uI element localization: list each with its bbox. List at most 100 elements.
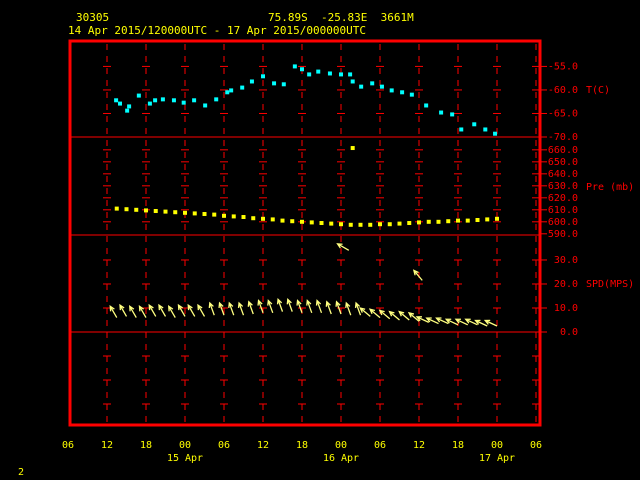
- point: [358, 222, 363, 227]
- y-tick-label: 600.0: [548, 217, 578, 228]
- point: [348, 222, 353, 227]
- y-tick-label: -65.0: [548, 108, 578, 119]
- arrow-shape: [425, 317, 439, 325]
- x-tick-label: 00: [491, 440, 503, 451]
- point: [125, 108, 130, 113]
- arrow-shape: [276, 297, 284, 312]
- x-tick-label: 18: [296, 440, 308, 451]
- wind-arrow: [354, 301, 362, 316]
- point: [350, 79, 355, 84]
- point: [300, 219, 304, 224]
- arrow-shape: [412, 269, 423, 281]
- point: [426, 219, 431, 224]
- station-id: 30305: [76, 11, 109, 24]
- point: [417, 220, 421, 225]
- wind-arrow: [286, 297, 293, 312]
- wind-arrow: [345, 301, 352, 316]
- point: [407, 221, 412, 226]
- y-tick-label: 650.0: [548, 157, 578, 168]
- arrow-shape: [359, 307, 371, 317]
- arrow-shape: [158, 303, 167, 317]
- x-tick-label: 12: [413, 440, 425, 451]
- point: [397, 221, 402, 226]
- point: [465, 218, 470, 223]
- point: [118, 101, 122, 106]
- point: [241, 215, 246, 220]
- y-tick-label: 30.0: [554, 255, 578, 266]
- x-tick-label: 00: [335, 440, 347, 451]
- x-tick-label: 06: [218, 440, 230, 451]
- point: [124, 207, 129, 212]
- arrow-shape: [483, 319, 498, 327]
- point: [327, 71, 332, 76]
- arrow-shape: [378, 309, 391, 320]
- wind-arrow: [368, 308, 381, 319]
- point: [270, 217, 275, 222]
- arrow-shape: [208, 301, 215, 316]
- wind-arrow: [336, 243, 350, 251]
- wind-arrow: [119, 303, 128, 317]
- x-tick-label: 18: [452, 440, 464, 451]
- arrow-shape: [286, 297, 293, 312]
- arrow-shape: [228, 301, 235, 316]
- point: [229, 88, 234, 93]
- point: [459, 127, 464, 132]
- arrow-shape: [435, 317, 449, 325]
- y-tick-label: 660.0: [548, 145, 578, 156]
- point: [251, 216, 256, 221]
- wind-arrow: [218, 301, 225, 316]
- point: [472, 122, 477, 127]
- wind-arrow: [148, 303, 157, 317]
- point: [134, 207, 139, 212]
- arrow-shape: [197, 303, 206, 317]
- point: [292, 64, 297, 69]
- point: [359, 84, 364, 89]
- arrow-shape: [454, 318, 469, 326]
- x-tick-label: 12: [101, 440, 113, 451]
- point: [475, 218, 480, 223]
- time-period: 14 Apr 2015/120000UTC - 17 Apr 2015/0000…: [68, 24, 366, 37]
- arrow-shape: [119, 303, 128, 317]
- point: [231, 214, 236, 219]
- y-tick-label: 640.0: [548, 169, 578, 180]
- arrow-shape: [306, 299, 313, 314]
- arrow-shape: [474, 319, 488, 327]
- wind-arrow: [109, 305, 118, 318]
- wind-arrow: [257, 299, 264, 314]
- point: [307, 72, 312, 77]
- point: [483, 127, 488, 132]
- arrow-shape: [415, 316, 430, 323]
- arrow-shape: [129, 305, 137, 318]
- wind-arrow: [177, 303, 186, 317]
- point: [378, 222, 382, 227]
- wind-arrow: [138, 305, 147, 318]
- arrow-shape: [267, 299, 274, 314]
- point: [300, 67, 304, 72]
- point: [222, 213, 226, 218]
- point: [171, 98, 176, 103]
- point: [493, 131, 498, 136]
- wind-arrow: [407, 311, 420, 322]
- point: [181, 100, 186, 105]
- x-tick-label: 12: [257, 440, 269, 451]
- point: [173, 210, 178, 215]
- wind-arrow: [454, 318, 469, 326]
- date-label: 17 Apr: [479, 453, 515, 464]
- point: [436, 219, 441, 224]
- wind-arrow: [398, 310, 410, 321]
- point: [225, 90, 230, 95]
- y-tick-label: 620.0: [548, 193, 578, 204]
- x-tick-label: 06: [374, 440, 386, 451]
- arrow-shape: [345, 301, 352, 316]
- point: [192, 98, 197, 103]
- point: [339, 222, 343, 227]
- point: [147, 101, 152, 106]
- arrow-shape: [237, 301, 245, 316]
- point: [370, 81, 375, 86]
- wind-arrow: [168, 305, 176, 318]
- point: [319, 221, 324, 226]
- wind-arrow: [197, 303, 206, 317]
- axis-label: SPD(MPS): [586, 279, 634, 290]
- y-tick-label: 630.0: [548, 181, 578, 192]
